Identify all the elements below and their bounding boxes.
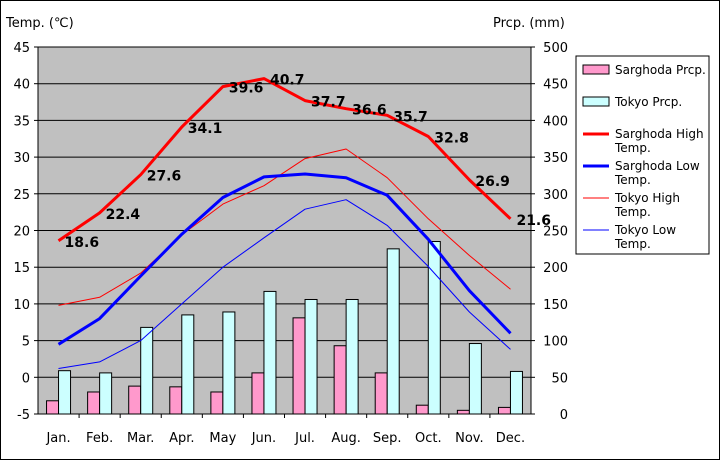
right-axis-ticks: 0 50 100 150 200 250 300 350 400 450 500 — [531, 41, 568, 423]
bar-sarghoda-prcp — [292, 317, 306, 415]
data-label: 32.8 — [434, 131, 469, 147]
line-tokyo-low-temp — [58, 199, 511, 369]
left-tick-label: 15 — [13, 261, 30, 276]
right-tick-label: 450 — [543, 78, 568, 93]
bar-sarghoda-prcp — [87, 391, 101, 415]
right-tick-label: 100 — [543, 335, 568, 350]
legend-label: Tokyo High — [614, 191, 680, 205]
legend-label: Temp. — [614, 141, 651, 155]
bar-sarghoda-prcp — [415, 404, 429, 415]
left-tick-label: 10 — [13, 298, 30, 313]
bar-tokyo-prcp — [345, 298, 359, 415]
line-sarghoda-low-temp — [57, 172, 512, 346]
data-label: 37.7 — [311, 95, 346, 111]
legend-label: Sarghoda High — [615, 127, 704, 141]
right-axis-label: Prcp. (mm) — [493, 16, 565, 31]
legend-label: Temp. — [614, 205, 651, 219]
legend-items: Sarghoda Prcp.Tokyo Prcp.Sarghoda HighTe… — [582, 63, 706, 251]
bar-tokyo-prcp — [99, 372, 113, 415]
right-tick-label: 200 — [543, 261, 568, 276]
right-tick-label: 500 — [543, 41, 568, 56]
bar-sarghoda-prcp — [169, 386, 183, 415]
left-tick-label: 0 — [22, 371, 30, 386]
bar-tokyo-prcp — [181, 314, 195, 415]
line-tokyo-high-temp — [58, 148, 511, 306]
left-axis-label: Temp. (℃) — [5, 16, 74, 31]
left-tick-label: 35 — [13, 114, 30, 129]
data-label: 22.4 — [106, 207, 141, 223]
left-tick-label: 5 — [22, 335, 30, 350]
x-tick-label: Jan. — [45, 431, 70, 446]
x-axis-ticks: Jan. Feb. Mar. Apr. May Jun. Jul. Aug. Sep. Oct. N… — [45, 414, 525, 446]
data-label: 35.7 — [393, 109, 428, 125]
bar-sarghoda-prcp — [374, 372, 388, 415]
x-tick-label: Apr. — [169, 431, 194, 446]
legend-swatch — [582, 96, 610, 107]
right-tick-label: 50 — [551, 371, 568, 386]
x-tick-label: Jun. — [251, 431, 276, 446]
right-tick-label: 400 — [543, 114, 568, 129]
bar-sarghoda-prcp — [210, 391, 224, 415]
bar-tokyo-prcp — [58, 370, 72, 415]
right-tick-label: 250 — [543, 225, 568, 240]
bar-tokyo-prcp — [468, 343, 482, 415]
x-tick-label: Jul. — [294, 431, 315, 446]
right-tick-label: 300 — [543, 188, 568, 203]
legend-label: Tokyo Prcp. — [614, 95, 682, 109]
bar-sarghoda-prcp — [251, 372, 265, 415]
bar-tokyo-prcp — [509, 370, 523, 415]
left-tick-label: 30 — [13, 151, 30, 166]
data-label: 34.1 — [188, 121, 223, 137]
bar-sarghoda-prcp — [333, 345, 347, 415]
data-label: 39.6 — [229, 81, 264, 97]
x-tick-label: Dec. — [496, 431, 525, 446]
legend-label: Temp. — [614, 237, 651, 251]
x-tick-label: Feb. — [86, 431, 113, 446]
data-labels: 18.6 22.4 27.6 34.1 39.6 40.7 37.7 36.6 35.7 32.8… — [65, 73, 551, 251]
precipitation-bars — [46, 241, 523, 415]
data-label: 26.9 — [475, 174, 510, 190]
legend — [575, 55, 710, 255]
right-tick-label: 350 — [543, 151, 568, 166]
legend-swatch — [582, 64, 610, 75]
data-label: 21.6 — [516, 213, 551, 229]
legend-label: Temp. — [614, 173, 651, 187]
bar-tokyo-prcp — [304, 298, 318, 415]
left-tick-label: -5 — [17, 408, 30, 423]
x-tick-label: Aug. — [331, 431, 361, 446]
legend-label: Sarghoda Low — [615, 159, 700, 173]
legend-label: Tokyo Low — [614, 223, 676, 237]
legend-label: Sarghoda Prcp. — [615, 63, 706, 77]
bar-sarghoda-prcp — [128, 385, 142, 415]
bar-tokyo-prcp — [263, 290, 277, 415]
bar-tokyo-prcp — [140, 326, 154, 415]
data-label: 36.6 — [352, 103, 387, 119]
data-label: 40.7 — [270, 73, 305, 89]
data-label: 27.6 — [147, 169, 182, 185]
x-tick-label: Oct. — [415, 431, 442, 446]
data-label: 18.6 — [65, 235, 100, 251]
bar-tokyo-prcp — [386, 248, 400, 415]
bar-sarghoda-prcp — [456, 409, 470, 415]
temperature-lines — [57, 77, 512, 369]
bar-sarghoda-prcp — [46, 400, 60, 415]
line-sarghoda-high-temp — [57, 77, 512, 243]
left-tick-label: 40 — [13, 78, 30, 93]
left-tick-label: 45 — [13, 41, 30, 56]
bar-sarghoda-prcp — [497, 406, 511, 415]
bar-tokyo-prcp — [222, 311, 236, 415]
right-tick-label: 0 — [560, 408, 568, 423]
right-tick-label: 150 — [543, 298, 568, 313]
x-tick-label: Nov. — [455, 431, 484, 446]
bar-tokyo-prcp — [427, 241, 441, 415]
left-tick-label: 20 — [13, 225, 30, 240]
left-axis-ticks: -5 0 5 10 15 20 25 30 35 40 45 — [13, 41, 38, 423]
x-tick-label: Sep. — [373, 431, 402, 446]
x-tick-label: Mar. — [127, 431, 154, 446]
left-tick-label: 25 — [13, 188, 30, 203]
x-tick-label: May — [209, 431, 236, 446]
